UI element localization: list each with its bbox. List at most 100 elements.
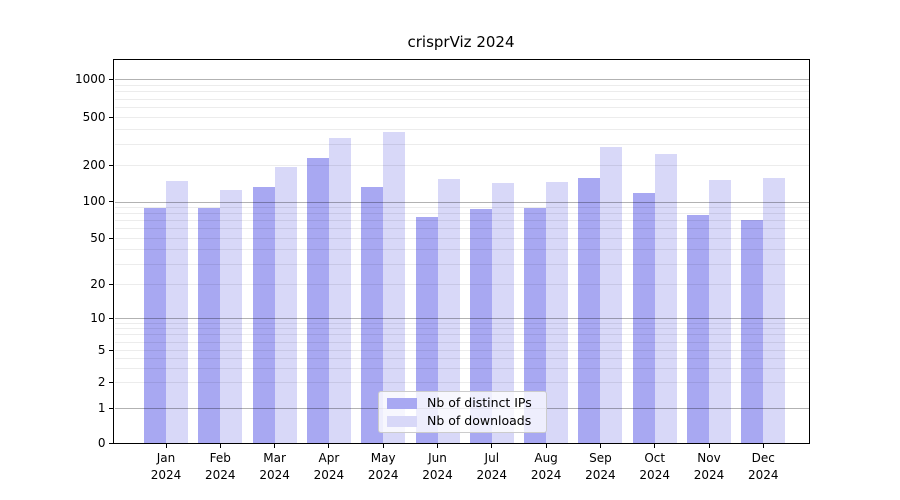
gridline-minor [114, 263, 809, 265]
x-tick-label-year: 2024 [150, 467, 182, 482]
y-tick-mark [109, 201, 114, 203]
x-tick-label: Mar 2024 [247, 450, 301, 484]
gridline-minor [114, 341, 809, 343]
y-tick-label: 500 [82, 109, 106, 124]
x-tick-label-year: 2024 [748, 467, 779, 482]
y-tick-mark [109, 443, 114, 444]
bar-distinct-ips [252, 186, 275, 443]
y-tick-label: 50 [90, 230, 106, 245]
gridline-minor [114, 220, 809, 222]
gridline-minor [114, 322, 809, 324]
legend-label-distinct-ips: Nb of distinct IPs [427, 395, 532, 410]
x-tick-label-year: 2024 [367, 467, 399, 482]
bar-distinct-ips [687, 215, 709, 443]
x-tick-mark [708, 443, 710, 448]
gridline-minor [114, 128, 809, 130]
x-tick-label-year: 2024 [313, 467, 345, 482]
bar-downloads [328, 137, 351, 443]
x-tick-label: Jun 2024 [410, 450, 464, 484]
gridline-minor [114, 117, 809, 118]
y-tick-label: 200 [82, 157, 106, 172]
gridline-minor [114, 165, 809, 166]
x-tick-label: Apr 2024 [302, 450, 356, 484]
y-tick-label: 1000 [74, 71, 106, 86]
x-tick-label-year: 2024 [530, 467, 562, 482]
x-tick-mark [545, 443, 547, 448]
x-tick-mark [219, 443, 221, 448]
y-tick-mark [109, 237, 114, 239]
gridline-minor [114, 91, 809, 93]
x-tick-label-year: 2024 [693, 467, 725, 482]
x-tick-label: May 2024 [356, 450, 410, 484]
gridline-minor [114, 382, 809, 383]
x-tick-label: Nov 2024 [682, 450, 736, 484]
x-tick-label-month: Nov [697, 450, 721, 465]
x-tick-label: Oct 2024 [628, 450, 682, 484]
bar-downloads [491, 183, 514, 443]
bar-downloads [546, 182, 569, 443]
x-tick-mark [491, 443, 493, 448]
y-tick-label: 20 [90, 276, 106, 291]
x-tick-label: Sep 2024 [573, 450, 627, 484]
x-tick-mark [762, 443, 764, 448]
legend-label-downloads: Nb of downloads [427, 413, 532, 428]
x-tick-label: Jul 2024 [465, 450, 519, 484]
x-tick-mark [437, 443, 438, 448]
bar-downloads [763, 178, 786, 443]
bar-distinct-ips [524, 207, 547, 443]
y-tick-label: 100 [82, 194, 106, 209]
x-tick-label-year: 2024 [585, 467, 616, 482]
x-tick-label-year: 2024 [476, 467, 508, 482]
bar-distinct-ips [632, 193, 655, 443]
bar-distinct-ips [306, 157, 329, 443]
bar-downloads [220, 190, 243, 443]
y-tick-label: 10 [90, 310, 106, 325]
x-tick-label-month: Aug [534, 450, 558, 465]
gridline-minor [114, 334, 809, 336]
x-tick-mark [165, 443, 167, 448]
x-tick-mark [274, 443, 276, 448]
x-tick-mark [599, 443, 601, 448]
legend-row-downloads: Nb of downloads [387, 414, 538, 428]
gridline-minor [114, 107, 809, 108]
gridline-major [114, 318, 809, 319]
legend-row-distinct-ips: Nb of distinct IPs [387, 396, 538, 410]
bar-distinct-ips [578, 178, 601, 443]
y-tick-label: 1 [97, 400, 106, 415]
x-tick-mark [328, 443, 330, 448]
gridline-minor [114, 228, 809, 230]
x-tick-label-year: 2024 [205, 467, 236, 482]
gridline-minor [114, 84, 809, 86]
gridline-minor [114, 143, 809, 145]
gridline-minor [114, 284, 809, 285]
gridline-major [114, 79, 809, 80]
gridline-minor [114, 350, 809, 351]
x-tick-label-month: Apr [318, 450, 340, 465]
x-tick-label-year: 2024 [259, 467, 290, 482]
x-tick-label-month: Jan [156, 450, 176, 465]
x-tick-label-month: May [370, 450, 396, 465]
y-tick-mark [109, 317, 114, 319]
legend-swatch-distinct-ips-icon [387, 397, 417, 409]
bar-downloads [709, 179, 731, 443]
x-tick-label-month: Dec [751, 450, 775, 465]
x-tick-mark [382, 443, 384, 448]
y-tick-mark [109, 407, 114, 409]
y-tick-mark [109, 78, 114, 80]
bar-downloads [654, 153, 677, 443]
gridline-minor [114, 249, 809, 251]
x-tick-label: Feb 2024 [193, 450, 247, 484]
x-tick-label-month: Oct [644, 450, 666, 465]
bar-downloads [274, 167, 297, 443]
legend: Nb of distinct IPs Nb of downloads [378, 391, 547, 433]
bar-distinct-ips [144, 207, 166, 443]
bar-distinct-ips [469, 208, 492, 443]
x-tick-mark [654, 443, 656, 448]
x-tick-label-month: Feb [209, 450, 231, 465]
bar-downloads [383, 132, 406, 443]
chart-title: crisprViz 2024 [407, 33, 515, 51]
bar-distinct-ips [198, 207, 221, 443]
y-tick-mark [109, 283, 114, 285]
gridline-minor [114, 98, 809, 100]
gridline-minor [114, 357, 809, 359]
